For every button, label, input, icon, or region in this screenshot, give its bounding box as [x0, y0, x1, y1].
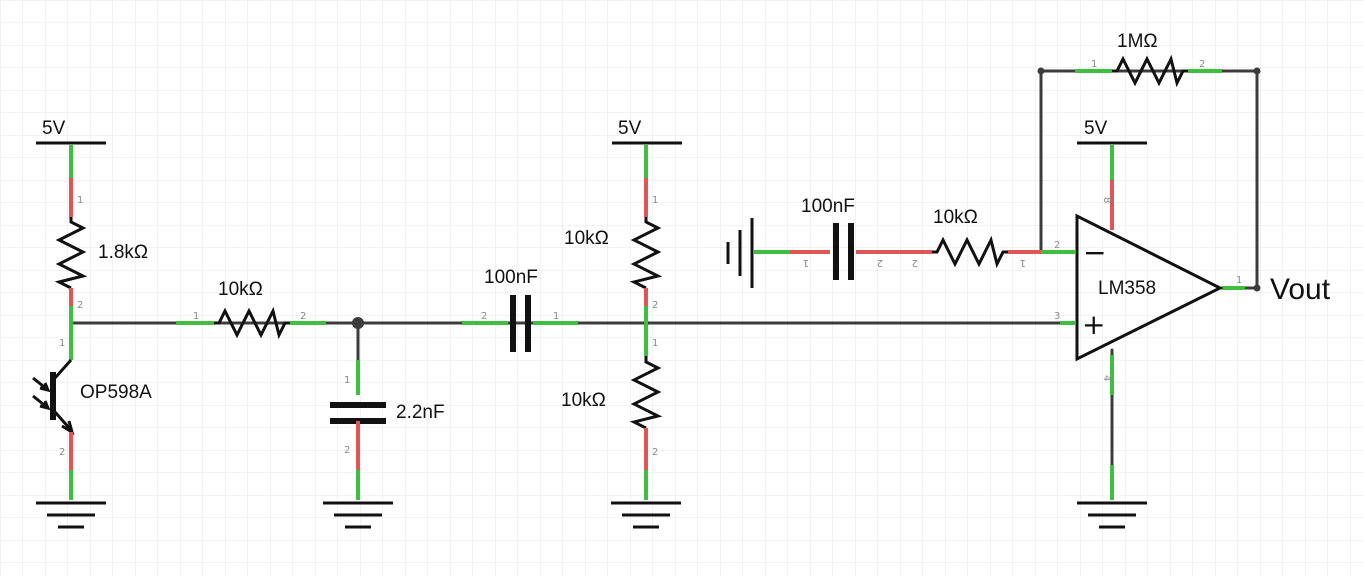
pin-number: 8 — [1101, 197, 1112, 203]
pin-number: 3 — [1054, 311, 1060, 322]
noninverting-input-sign: + — [1082, 308, 1105, 341]
output-label: Vout — [1270, 273, 1331, 306]
pin-number: 1 — [652, 195, 658, 206]
pin-number: 2 — [877, 257, 883, 268]
pin-number: 2 — [1054, 240, 1060, 251]
resistor-10k-bottom[interactable]: 1 2 10kΩ — [561, 323, 663, 500]
resistor-value-label: 10kΩ — [564, 228, 609, 249]
junction-node — [352, 317, 364, 329]
pin-number: 1 — [1236, 275, 1242, 286]
pin-number: 1 — [1091, 59, 1097, 70]
resistor-1k8[interactable]: 1 2 1.8kΩ — [54, 145, 148, 323]
supply-label: 5V — [1084, 118, 1108, 139]
supply-label: 5V — [618, 118, 642, 139]
capacitor-value-label: 2.2nF — [396, 402, 445, 423]
resistor-10k-top[interactable]: 1 2 10kΩ — [564, 145, 663, 323]
resistor-value-label: 10kΩ — [561, 390, 606, 411]
pin-number: 1 — [344, 375, 350, 386]
pin-number: 2 — [300, 311, 306, 322]
resistor-value-label: 1.8kΩ — [98, 242, 148, 263]
pin-number: 1 — [59, 338, 65, 349]
pin-number: 4 — [1101, 375, 1112, 381]
pin-number: 2 — [77, 300, 83, 311]
transistor-part-label: OP598A — [80, 382, 152, 403]
inverting-input-sign: − — [1083, 236, 1106, 269]
junction-node — [1253, 284, 1261, 292]
capacitor-2n2[interactable]: 1 2 2.2nF — [330, 360, 445, 500]
phototransistor-op598a[interactable]: 1 2 OP598A — [32, 323, 152, 500]
resistor-1m-feedback[interactable]: 1 2 1MΩ — [1075, 31, 1222, 88]
supply-5v-mid[interactable]: 5V — [612, 118, 682, 145]
pin-number: 1 — [193, 311, 199, 322]
capacitor-100n-b[interactable]: 1 2 100nF — [754, 196, 895, 280]
pin-number: 2 — [481, 311, 487, 322]
opamp-part-label: LM358 — [1098, 278, 1156, 299]
ground-opamp[interactable] — [1077, 465, 1147, 529]
pin-number: 1 — [803, 257, 809, 268]
pin-number: 1 — [553, 311, 559, 322]
pin-number: 2 — [59, 447, 65, 458]
resistor-value-label: 10kΩ — [218, 279, 263, 300]
junction-node — [1253, 67, 1261, 75]
pin-number: 2 — [652, 447, 658, 458]
pin-number: 2 — [652, 300, 658, 311]
pin-number: 1 — [652, 338, 658, 349]
pin-number: 2 — [912, 257, 918, 268]
capacitor-100n-a[interactable]: 2 1 100nF — [462, 267, 578, 352]
ground-divider[interactable] — [611, 501, 681, 529]
resistor-10k-b[interactable]: 2 1 10kΩ — [895, 207, 1075, 269]
junction-node — [1037, 67, 1045, 75]
ground-left[interactable] — [36, 501, 106, 529]
supply-5v-opamp[interactable]: 5V — [1077, 118, 1147, 145]
resistor-value-label: 10kΩ — [933, 207, 978, 228]
supply-5v-left[interactable]: 5V — [36, 118, 106, 145]
capacitor-value-label: 100nF — [801, 196, 855, 217]
resistor-10k-a[interactable]: 1 2 10kΩ — [176, 279, 326, 340]
ground-inverting[interactable] — [726, 218, 754, 288]
resistor-value-label: 1MΩ — [1117, 31, 1158, 52]
capacitor-value-label: 100nF — [484, 267, 538, 288]
pin-number: 1 — [1020, 257, 1026, 268]
opamp-lm358[interactable]: − + LM358 8 2 3 1 4 — [1054, 145, 1245, 395]
ground-2n2[interactable] — [323, 501, 393, 529]
pin-number: 2 — [344, 445, 350, 456]
pin-number: 2 — [1199, 59, 1205, 70]
supply-label: 5V — [42, 118, 66, 139]
pin-number: 1 — [77, 195, 83, 206]
